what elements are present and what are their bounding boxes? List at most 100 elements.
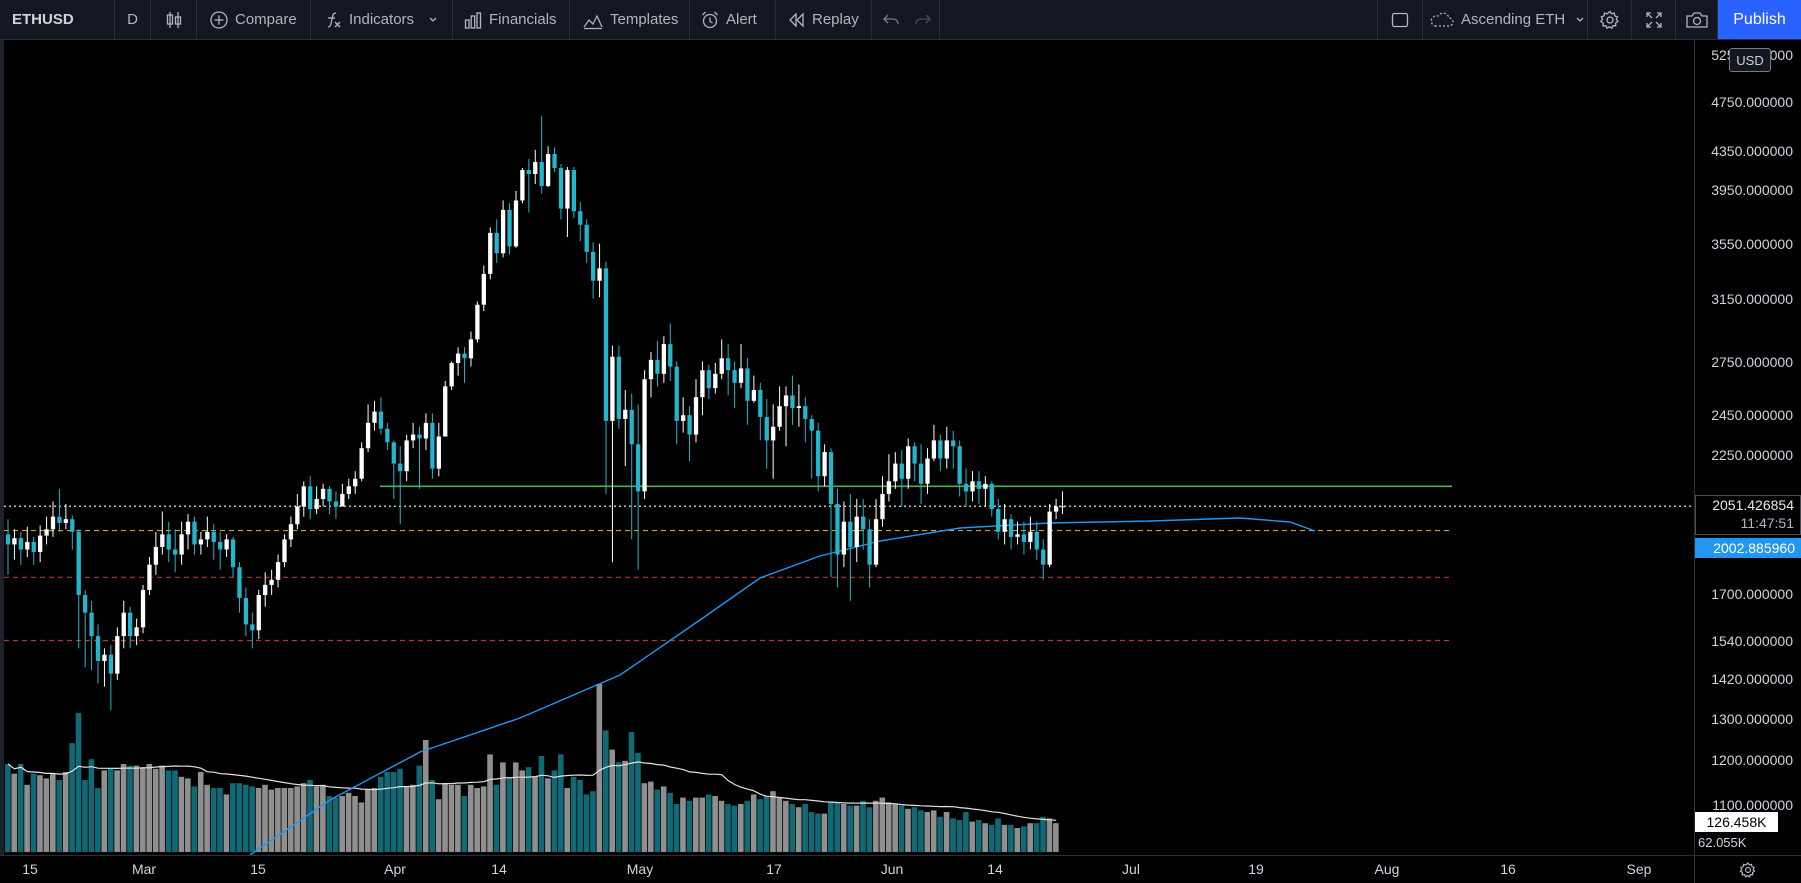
candle-body xyxy=(719,358,724,374)
volume-bar xyxy=(918,810,924,852)
volume-bar xyxy=(320,784,326,852)
volume-bar xyxy=(590,791,596,852)
interval-button[interactable]: D xyxy=(115,0,151,39)
candle-body xyxy=(25,541,30,550)
volume-bar xyxy=(377,776,384,852)
redo-icon[interactable] xyxy=(914,11,932,29)
candle-body xyxy=(957,446,962,484)
candle-body xyxy=(500,209,506,254)
fullscreen-icon xyxy=(1645,11,1662,28)
volume-bar xyxy=(210,788,217,852)
candle-body xyxy=(205,531,210,540)
candle-body xyxy=(475,304,480,340)
volume-bar xyxy=(191,786,198,852)
volume-bar xyxy=(75,712,82,852)
volume-bar xyxy=(699,797,706,852)
symbol-search[interactable]: ETHUSD xyxy=(0,0,115,39)
templates-label: Templates xyxy=(610,11,679,28)
volume-bar xyxy=(506,776,513,852)
volume-bar xyxy=(262,784,268,852)
volume-bar xyxy=(281,788,288,852)
alert-button[interactable]: Alert xyxy=(690,0,776,39)
volume-bar xyxy=(795,807,802,852)
candle-body xyxy=(128,612,133,637)
candle-body xyxy=(732,370,737,383)
undo-redo-group xyxy=(872,0,940,39)
price-tick: 2750.000000 xyxy=(1711,354,1793,370)
candle-body xyxy=(700,370,705,398)
currency-button[interactable]: USD xyxy=(1729,48,1771,72)
candle-body xyxy=(693,397,699,435)
chart-settings-button[interactable] xyxy=(1588,0,1632,39)
snapshot-button[interactable] xyxy=(1676,0,1718,39)
candle-body xyxy=(185,521,191,535)
volume-bar xyxy=(307,780,313,852)
volume-bar xyxy=(660,786,667,852)
candle-body xyxy=(828,452,834,505)
candle-body xyxy=(455,353,461,363)
time-tick: 14 xyxy=(987,861,1003,877)
candle-body xyxy=(230,539,236,568)
candle-body xyxy=(76,531,81,595)
volume-bar xyxy=(1053,823,1059,852)
undo-icon[interactable] xyxy=(882,11,900,29)
volume-bar xyxy=(995,818,1001,852)
volume-bar xyxy=(500,762,506,852)
compare-label: Compare xyxy=(235,11,297,28)
volume-bar xyxy=(911,807,918,852)
price-chart[interactable] xyxy=(0,0,1694,855)
candle-body xyxy=(423,422,429,439)
templates-button[interactable]: Templates xyxy=(570,0,690,39)
volume-bar xyxy=(358,802,365,852)
volume-bar xyxy=(641,783,648,852)
candle-body xyxy=(726,358,731,371)
replay-button[interactable]: Replay xyxy=(776,0,872,39)
volume-bar xyxy=(133,765,140,852)
volume-bar xyxy=(1040,816,1046,852)
volume-bar xyxy=(1033,823,1040,852)
time-axis[interactable]: 15 Mar 15 Apr 14 May 17 Jun 14 Jul 19 Au… xyxy=(0,855,1694,883)
select-layout-button[interactable] xyxy=(1377,0,1423,39)
candle-body xyxy=(571,170,576,212)
axis-settings-button[interactable] xyxy=(1694,855,1801,883)
volume-bar xyxy=(371,788,378,852)
chart-type-button[interactable] xyxy=(151,0,197,39)
volume-bar xyxy=(840,804,847,852)
candle-body xyxy=(539,162,544,186)
publish-button[interactable]: Publish xyxy=(1718,0,1801,39)
price-tick: 3150.000000 xyxy=(1711,291,1793,307)
candle-body xyxy=(552,154,557,168)
candle-body xyxy=(590,251,596,281)
price-tick: 1540.000000 xyxy=(1711,633,1793,649)
candle-body xyxy=(314,498,319,510)
volume-bar xyxy=(410,784,416,852)
layout-name-button[interactable]: Ascending ETH xyxy=(1423,0,1588,39)
volume-bar xyxy=(776,797,783,852)
candle-body xyxy=(108,654,114,674)
candle-body xyxy=(449,363,454,387)
volume-bar xyxy=(570,776,577,852)
candle-body xyxy=(738,368,744,383)
volume-bar xyxy=(847,805,853,852)
candle-body xyxy=(706,370,712,389)
indicators-button[interactable]: Indicators xyxy=(311,0,453,39)
candle-body xyxy=(886,481,892,494)
candle-body xyxy=(340,493,345,507)
volume-ma-label: 62.055K xyxy=(1698,835,1747,850)
volume-bar xyxy=(609,749,616,852)
financials-button[interactable]: Financials xyxy=(453,0,570,39)
volume-bar xyxy=(204,784,210,852)
volume-bar xyxy=(120,764,127,852)
candle-body xyxy=(803,406,808,419)
volume-bar xyxy=(223,794,230,852)
candle-body xyxy=(771,426,776,441)
candle-body xyxy=(558,168,564,209)
price-axis[interactable]: 5250.000000 4750.000000 4350.000000 3950… xyxy=(1694,40,1801,855)
candle-body xyxy=(951,440,956,447)
fullscreen-button[interactable] xyxy=(1632,0,1676,39)
volume-bar xyxy=(82,780,88,852)
candle-body xyxy=(385,428,390,443)
candle-body xyxy=(983,483,988,489)
symbol-label: ETHUSD xyxy=(12,11,74,28)
compare-button[interactable]: Compare xyxy=(197,0,311,39)
